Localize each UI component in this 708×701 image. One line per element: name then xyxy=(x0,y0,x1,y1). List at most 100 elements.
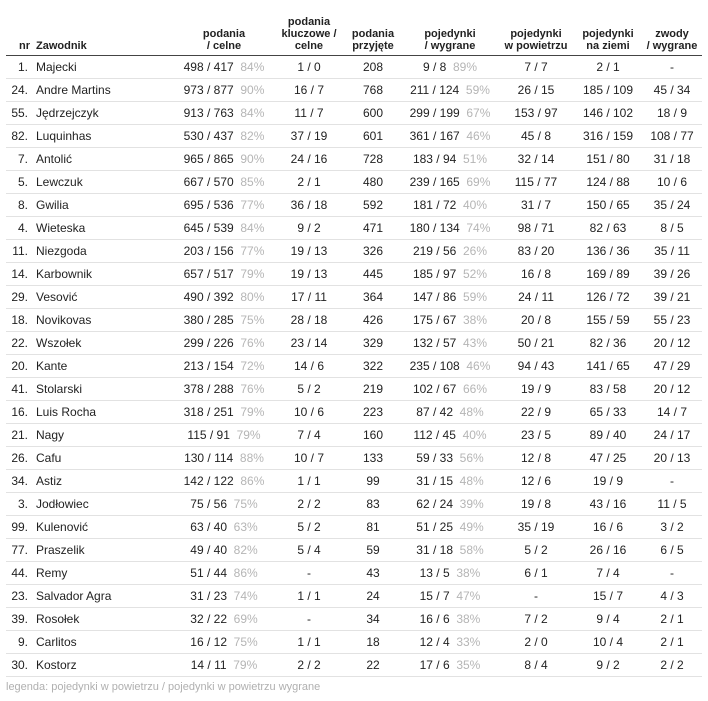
cell-duels: 51 / 25 49% xyxy=(402,515,498,539)
cell-ground-duels: 151 / 80 xyxy=(574,147,642,171)
duels-percent: 74% xyxy=(466,221,491,235)
table-row: 3. Jodłowiec 75 / 56 75% 2 / 2 83 62 / 24 39%… xyxy=(6,492,702,516)
cell-duels: 361 / 167 46% xyxy=(402,124,498,148)
cell-duels: 147 / 86 59% xyxy=(402,285,498,309)
cell-passes: 75 / 56 75% xyxy=(174,492,274,516)
cell-air-duels: 8 / 4 xyxy=(498,653,574,677)
cell-duels: 9 / 8 89% xyxy=(402,55,498,79)
cell-dribbles: 47 / 29 xyxy=(642,354,702,378)
duels-percent: 46% xyxy=(466,129,491,143)
cell-duels: 235 / 108 46% xyxy=(402,354,498,378)
duels-percent: 59% xyxy=(463,290,488,304)
cell-ground-duels: 47 / 25 xyxy=(574,446,642,470)
cell-nr: 44. xyxy=(6,561,34,585)
cell-dribbles: 10 / 6 xyxy=(642,170,702,194)
cell-player-name: Nagy xyxy=(34,423,174,447)
cell-air-duels: 83 / 20 xyxy=(498,239,574,263)
cell-received: 329 xyxy=(344,331,402,355)
cell-key-passes: 1 / 1 xyxy=(274,630,344,654)
cell-ground-duels: 83 / 58 xyxy=(574,377,642,401)
cell-received: 99 xyxy=(344,469,402,493)
table-header: nr Zawodnik podania / celne podania kluczo… xyxy=(6,8,702,56)
cell-ground-duels: 89 / 40 xyxy=(574,423,642,447)
passes-percent: 75% xyxy=(233,635,258,649)
cell-received: 22 xyxy=(344,653,402,677)
cell-dribbles: - xyxy=(642,469,702,493)
table-row: 4. Wieteska 645 / 539 84% 9 / 2 471 180 / 134… xyxy=(6,216,702,240)
table-row: 22. Wszołek 299 / 226 76% 23 / 14 329 132 / 5… xyxy=(6,331,702,355)
cell-key-passes: 23 / 14 xyxy=(274,331,344,355)
table-row: 29. Vesović 490 / 392 80% 17 / 11 364 147 / 8… xyxy=(6,285,702,309)
cell-air-duels: 45 / 8 xyxy=(498,124,574,148)
cell-air-duels: 2 / 0 xyxy=(498,630,574,654)
cell-player-name: Stolarski xyxy=(34,377,174,401)
table-row: 18. Novikovas 380 / 285 75% 28 / 18 426 175 /… xyxy=(6,308,702,332)
passes-percent: 63% xyxy=(233,520,258,534)
cell-key-passes: 2 / 2 xyxy=(274,653,344,677)
cell-dribbles: 2 / 2 xyxy=(642,653,702,677)
cell-ground-duels: 150 / 65 xyxy=(574,193,642,217)
cell-passes: 378 / 288 76% xyxy=(174,377,274,401)
passes-percent: 69% xyxy=(233,612,258,626)
duels-percent: 48% xyxy=(459,405,484,419)
header-air-duels: pojedynki w powietrzu xyxy=(498,8,574,56)
cell-ground-duels: 26 / 16 xyxy=(574,538,642,562)
cell-nr: 26. xyxy=(6,446,34,470)
cell-key-passes: 19 / 13 xyxy=(274,239,344,263)
cell-passes: 380 / 285 75% xyxy=(174,308,274,332)
header-player: Zawodnik xyxy=(34,8,174,56)
passes-percent: 77% xyxy=(240,198,265,212)
cell-ground-duels: 146 / 102 xyxy=(574,101,642,125)
duels-percent: 66% xyxy=(463,382,488,396)
cell-air-duels: 98 / 71 xyxy=(498,216,574,240)
passes-percent: 74% xyxy=(233,589,258,603)
header-received: podania przyjęte xyxy=(344,8,402,56)
passes-percent: 85% xyxy=(240,175,265,189)
cell-key-passes: 5 / 2 xyxy=(274,377,344,401)
cell-air-duels: 6 / 1 xyxy=(498,561,574,585)
cell-air-duels: 7 / 7 xyxy=(498,55,574,79)
table-row: 21. Nagy 115 / 91 79% 7 / 4 160 112 / 45 40% 2… xyxy=(6,423,702,447)
cell-nr: 82. xyxy=(6,124,34,148)
duels-percent: 38% xyxy=(456,566,481,580)
passes-percent: 75% xyxy=(233,497,258,511)
cell-received: 43 xyxy=(344,561,402,585)
cell-key-passes: 37 / 19 xyxy=(274,124,344,148)
cell-dribbles: 24 / 17 xyxy=(642,423,702,447)
cell-nr: 99. xyxy=(6,515,34,539)
cell-key-passes: 19 / 13 xyxy=(274,262,344,286)
cell-passes: 142 / 122 86% xyxy=(174,469,274,493)
cell-nr: 7. xyxy=(6,147,34,171)
cell-ground-duels: 316 / 159 xyxy=(574,124,642,148)
cell-dribbles: 3 / 2 xyxy=(642,515,702,539)
table-row: 34. Astiz 142 / 122 86% 1 / 1 99 31 / 15 48% 1… xyxy=(6,469,702,493)
passes-percent: 79% xyxy=(240,267,265,281)
cell-air-duels: 153 / 97 xyxy=(498,101,574,125)
duels-percent: 51% xyxy=(463,152,488,166)
cell-key-passes: 10 / 6 xyxy=(274,400,344,424)
table-row: 20. Kante 213 / 154 72% 14 / 6 322 235 / 108 … xyxy=(6,354,702,378)
passes-percent: 84% xyxy=(240,60,265,74)
cell-passes: 203 / 156 77% xyxy=(174,239,274,263)
cell-duels: 219 / 56 26% xyxy=(402,239,498,263)
cell-passes: 913 / 763 84% xyxy=(174,101,274,125)
cell-nr: 20. xyxy=(6,354,34,378)
duels-percent: 69% xyxy=(466,175,491,189)
cell-received: 592 xyxy=(344,193,402,217)
cell-received: 59 xyxy=(344,538,402,562)
cell-duels: 132 / 57 43% xyxy=(402,331,498,355)
table-row: 23. Salvador Agra 31 / 23 74% 1 / 1 24 15 / 7… xyxy=(6,584,702,608)
cell-duels: 17 / 6 35% xyxy=(402,653,498,677)
table-row: 8. Gwilia 695 / 536 77% 36 / 18 592 181 / 72 … xyxy=(6,193,702,217)
passes-percent: 84% xyxy=(240,221,265,235)
table-row: 24. Andre Martins 973 / 877 90% 16 / 7 768 21… xyxy=(6,78,702,102)
cell-passes: 31 / 23 74% xyxy=(174,584,274,608)
cell-duels: 185 / 97 52% xyxy=(402,262,498,286)
duels-percent: 39% xyxy=(459,497,484,511)
cell-key-passes: 5 / 4 xyxy=(274,538,344,562)
cell-received: 326 xyxy=(344,239,402,263)
duels-percent: 89% xyxy=(453,60,478,74)
cell-passes: 63 / 40 63% xyxy=(174,515,274,539)
